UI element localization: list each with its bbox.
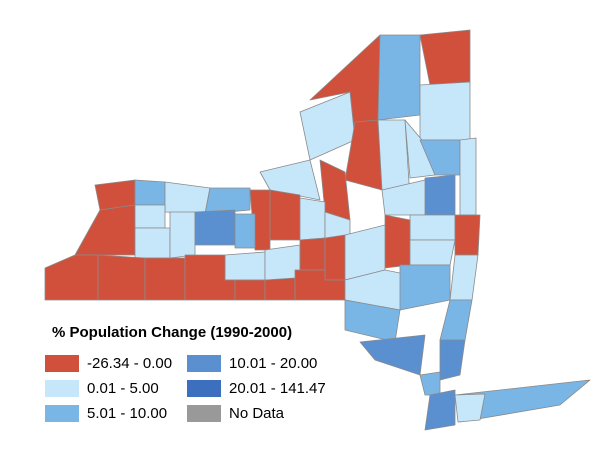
county: [424, 389, 456, 431]
county: [97, 254, 146, 301]
county: [234, 279, 266, 301]
county: [409, 239, 456, 266]
legend-swatch: [45, 405, 79, 422]
county: [134, 179, 166, 206]
county: [324, 234, 346, 281]
legend-label: 5.01 - 10.00: [87, 405, 167, 422]
legend-swatch: [45, 380, 79, 397]
county: [194, 209, 236, 246]
county: [44, 254, 99, 301]
legend-label: No Data: [229, 405, 285, 422]
legend-label: 0.01 - 5.00: [87, 380, 159, 397]
county: [164, 181, 211, 215]
county: [439, 339, 466, 381]
county: [74, 204, 136, 256]
county: [384, 214, 411, 269]
county: [204, 187, 251, 215]
county: [264, 277, 296, 301]
county: [169, 211, 196, 259]
county: [134, 204, 166, 229]
county: [134, 227, 171, 259]
legend-label: -26.34 - 0.00: [87, 355, 172, 372]
county: [359, 334, 426, 376]
legend-swatch: [187, 405, 221, 422]
legend: -26.34 - 0.00 0.01 - 5.00 5.01 - 10.00 10.0…: [45, 355, 326, 422]
county: [419, 81, 471, 141]
county: [234, 213, 256, 249]
county: [144, 257, 186, 301]
legend-label: 10.01 - 20.00: [229, 355, 317, 372]
legend-swatch: [187, 355, 221, 372]
county: [419, 29, 471, 86]
county: [409, 214, 456, 241]
county: [269, 189, 301, 241]
legend-label: 20.01 - 141.47: [229, 380, 326, 397]
county: [459, 137, 477, 216]
legend-swatch: [187, 380, 221, 397]
county: [424, 174, 456, 216]
county: [224, 251, 266, 281]
county: [439, 299, 473, 341]
county: [299, 237, 326, 271]
county: [454, 214, 481, 256]
legend-swatch: [45, 355, 79, 372]
county: [449, 254, 479, 301]
county: [377, 34, 421, 121]
county: [419, 371, 441, 396]
county: [299, 91, 356, 161]
legend-title: % Population Change (1990-2000): [52, 324, 292, 341]
county: [259, 159, 321, 201]
counties: [44, 29, 591, 431]
county: [299, 197, 326, 241]
county: [399, 264, 451, 311]
county: [454, 393, 486, 423]
